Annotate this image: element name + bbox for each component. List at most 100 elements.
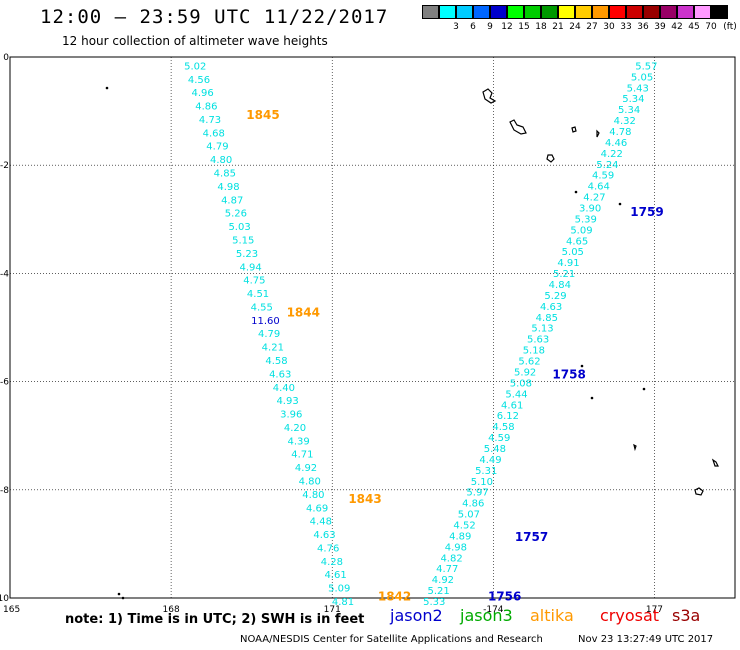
wave-height-value: 5.34 [618, 105, 640, 116]
legend-label: 27 [586, 22, 598, 32]
island-dot [105, 86, 109, 90]
satellite-name: altika [530, 606, 574, 625]
legend-label: 42 [671, 22, 683, 32]
wave-height-value: 4.71 [291, 450, 313, 461]
legend-swatch [677, 5, 694, 19]
wave-height-value: 4.32 [614, 116, 636, 127]
wave-height-value: 4.86 [462, 499, 484, 510]
legend-label: 36 [637, 22, 649, 32]
legend-label: 24 [569, 22, 581, 32]
legend-swatch [456, 5, 473, 19]
island-dot [618, 202, 622, 206]
wave-height-value: 5.48 [484, 444, 506, 455]
wave-height-value: 4.79 [258, 329, 280, 340]
legend-swatch [558, 5, 575, 19]
lon-tick-label: 168 [163, 605, 180, 615]
lon-tick-label: 165 [3, 605, 20, 615]
legend-swatch [541, 5, 558, 19]
wave-height-value: 5.07 [458, 510, 480, 521]
wave-height-value: 4.39 [288, 436, 310, 447]
satellite-name: cryosat [600, 606, 660, 625]
legend-label: 12 [501, 22, 513, 32]
wave-height-value: 4.85 [536, 313, 558, 324]
island-dot [642, 387, 646, 391]
wave-height-value: 4.96 [192, 88, 214, 99]
legend-swatch [575, 5, 592, 19]
time-label: 1759 [630, 205, 663, 219]
island-dot [117, 592, 121, 596]
wave-height-value: 3.96 [280, 410, 302, 421]
wave-height-value: 4.59 [488, 433, 510, 444]
island-outline [633, 443, 637, 452]
wave-height-value: 4.78 [609, 127, 631, 138]
island-outline [596, 129, 600, 138]
legend-swatch [490, 5, 507, 19]
legend-swatch [439, 5, 456, 19]
wave-height-value: 4.93 [276, 396, 298, 407]
wave-height-value: 4.76 [317, 543, 339, 554]
wave-height-value: 4.81 [332, 597, 354, 608]
wave-height-value: 11.60 [251, 316, 280, 327]
time-label: 1843 [348, 492, 381, 506]
wave-height-value: 5.34 [622, 94, 644, 105]
map-subtitle: 12 hour collection of altimeter wave hei… [62, 34, 328, 48]
island-outlines [105, 86, 719, 600]
wave-height-value: 4.22 [601, 149, 623, 160]
wave-height-value: 5.03 [228, 222, 250, 233]
wave-height-value: 5.26 [225, 209, 247, 220]
wave-height-value: 4.80 [299, 476, 321, 487]
legend-label: 45 [688, 22, 700, 32]
wave-height-value: 5.29 [544, 291, 566, 302]
wave-height-value: 4.86 [195, 102, 217, 113]
lat-tick-label: -6 [0, 378, 9, 388]
lon-tick-label: 171 [324, 605, 341, 615]
lat-tick-label: 0 [3, 53, 9, 63]
island-outline [694, 487, 704, 496]
lon-tick-label: 177 [646, 605, 663, 615]
time-label: 1756 [488, 589, 521, 603]
legend-label: 39 [654, 22, 666, 32]
wave-height-value: 4.63 [313, 530, 335, 541]
wave-height-value: 4.94 [240, 262, 262, 273]
lat-tick-label: -2 [0, 161, 9, 171]
wave-height-value: 5.09 [328, 584, 350, 595]
wave-height-value: 5.15 [232, 235, 254, 246]
legend-label: 15 [518, 22, 530, 32]
wave-height-value: 4.52 [453, 520, 475, 531]
wave-height-value: 4.21 [262, 343, 284, 354]
legend-swatch [507, 5, 524, 19]
wave-height-value: 4.69 [306, 503, 328, 514]
wave-height-value: 5.05 [631, 72, 653, 83]
lat-tick-label: -10 [0, 594, 9, 604]
wave-height-value: 4.87 [221, 195, 243, 206]
wave-height-value: 4.58 [492, 422, 514, 433]
wave-height-value: 4.55 [251, 302, 273, 313]
wave-height-value: 4.63 [269, 369, 291, 380]
time-label: 1842 [378, 589, 411, 603]
legend-unit: (ft) [723, 22, 737, 32]
wave-height-value: 4.56 [188, 75, 210, 86]
wave-height-value: 5.09 [570, 225, 592, 236]
lat-tick-label: -4 [0, 269, 9, 279]
wave-height-value: 5.97 [466, 488, 488, 499]
island-dot [574, 190, 578, 194]
island-outline [546, 154, 555, 163]
legend-swatch [711, 5, 728, 19]
wave-height-value: 4.51 [247, 289, 269, 300]
island-outline [571, 126, 577, 133]
wave-height-value: 5.21 [427, 586, 449, 597]
time-label: 1845 [246, 108, 279, 122]
wave-height-value: 4.91 [557, 258, 579, 269]
footer-note: note: 1) Time is in UTC; 2) SWH is in fe… [65, 612, 365, 627]
wave-height-value: 4.49 [479, 455, 501, 466]
wave-height-value: 4.64 [588, 182, 610, 193]
legend-label: 21 [552, 22, 564, 32]
legend-swatch [643, 5, 660, 19]
wave-height-value: 4.92 [295, 463, 317, 474]
legend-label: 9 [487, 22, 493, 32]
wave-height-value: 4.48 [310, 517, 332, 528]
wave-height-value: 4.61 [324, 570, 346, 581]
wave-height-value: 4.27 [583, 193, 605, 204]
legend-label: 3 [453, 22, 459, 32]
